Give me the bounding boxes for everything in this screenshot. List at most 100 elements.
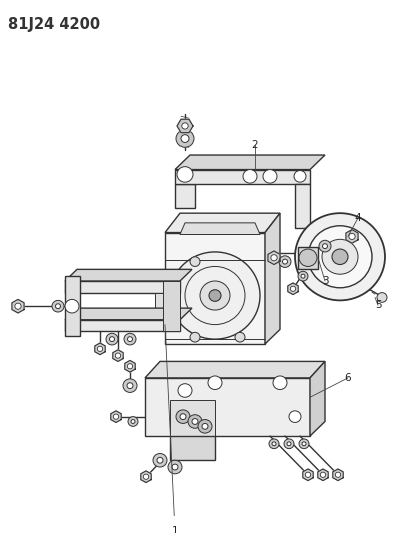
Polygon shape bbox=[65, 281, 180, 293]
Polygon shape bbox=[180, 223, 260, 235]
Polygon shape bbox=[333, 469, 343, 481]
Text: 4: 4 bbox=[355, 213, 361, 223]
Polygon shape bbox=[12, 300, 24, 313]
Circle shape bbox=[271, 255, 277, 261]
Circle shape bbox=[208, 376, 222, 390]
Circle shape bbox=[128, 337, 132, 342]
Polygon shape bbox=[65, 308, 192, 320]
Circle shape bbox=[188, 415, 202, 429]
Circle shape bbox=[282, 259, 288, 264]
Polygon shape bbox=[303, 469, 313, 481]
Circle shape bbox=[279, 256, 291, 268]
Circle shape bbox=[15, 303, 21, 309]
Circle shape bbox=[319, 240, 331, 252]
Circle shape bbox=[272, 442, 276, 446]
Polygon shape bbox=[165, 232, 265, 344]
Circle shape bbox=[123, 379, 137, 392]
Circle shape bbox=[305, 472, 311, 478]
Circle shape bbox=[198, 419, 212, 433]
Circle shape bbox=[190, 257, 200, 266]
Polygon shape bbox=[295, 184, 310, 228]
Circle shape bbox=[299, 439, 309, 449]
Circle shape bbox=[178, 384, 192, 397]
Polygon shape bbox=[65, 276, 80, 336]
Text: 81J24 4200: 81J24 4200 bbox=[8, 18, 100, 33]
Circle shape bbox=[320, 472, 326, 478]
Polygon shape bbox=[113, 350, 123, 361]
Circle shape bbox=[106, 333, 118, 345]
Circle shape bbox=[124, 333, 136, 345]
Circle shape bbox=[298, 271, 308, 281]
Text: 5: 5 bbox=[375, 300, 381, 310]
Circle shape bbox=[243, 169, 257, 183]
Polygon shape bbox=[163, 281, 180, 332]
Circle shape bbox=[349, 233, 355, 239]
Polygon shape bbox=[95, 343, 105, 354]
Circle shape bbox=[168, 461, 182, 474]
Circle shape bbox=[335, 472, 341, 478]
Circle shape bbox=[322, 244, 328, 248]
Polygon shape bbox=[288, 283, 298, 295]
Circle shape bbox=[202, 423, 208, 429]
Text: 3: 3 bbox=[322, 276, 328, 286]
Polygon shape bbox=[155, 293, 180, 320]
Circle shape bbox=[192, 418, 198, 424]
Circle shape bbox=[294, 171, 306, 182]
Polygon shape bbox=[145, 361, 325, 378]
Circle shape bbox=[290, 286, 296, 292]
Circle shape bbox=[332, 249, 348, 264]
Polygon shape bbox=[145, 378, 310, 436]
Circle shape bbox=[177, 167, 193, 182]
Circle shape bbox=[157, 457, 163, 463]
Polygon shape bbox=[65, 269, 192, 281]
Circle shape bbox=[209, 290, 221, 301]
Circle shape bbox=[127, 383, 133, 389]
Circle shape bbox=[65, 300, 79, 313]
Polygon shape bbox=[175, 155, 325, 169]
Text: 2: 2 bbox=[252, 140, 258, 150]
Polygon shape bbox=[175, 184, 195, 208]
Circle shape bbox=[302, 442, 306, 446]
Circle shape bbox=[110, 337, 114, 342]
Circle shape bbox=[185, 266, 245, 325]
Circle shape bbox=[52, 301, 64, 312]
Circle shape bbox=[113, 414, 119, 419]
Circle shape bbox=[127, 364, 133, 369]
Polygon shape bbox=[141, 471, 151, 482]
Circle shape bbox=[235, 333, 245, 342]
Circle shape bbox=[284, 439, 294, 449]
Polygon shape bbox=[298, 247, 318, 269]
Circle shape bbox=[308, 226, 372, 288]
Polygon shape bbox=[170, 400, 215, 436]
Circle shape bbox=[172, 464, 178, 470]
Text: 6: 6 bbox=[345, 373, 351, 383]
Circle shape bbox=[180, 414, 186, 419]
Polygon shape bbox=[170, 436, 215, 461]
Polygon shape bbox=[265, 213, 280, 344]
Circle shape bbox=[287, 442, 291, 446]
Circle shape bbox=[182, 123, 188, 129]
Circle shape bbox=[115, 353, 121, 358]
Polygon shape bbox=[125, 360, 135, 372]
Circle shape bbox=[322, 239, 358, 274]
Circle shape bbox=[128, 417, 138, 426]
Polygon shape bbox=[175, 169, 310, 184]
Circle shape bbox=[263, 169, 277, 183]
Circle shape bbox=[377, 293, 387, 302]
Circle shape bbox=[269, 439, 279, 449]
Circle shape bbox=[176, 410, 190, 423]
Circle shape bbox=[289, 411, 301, 423]
Circle shape bbox=[153, 454, 167, 467]
Circle shape bbox=[181, 135, 189, 142]
Circle shape bbox=[200, 281, 230, 310]
Polygon shape bbox=[346, 230, 358, 243]
Polygon shape bbox=[165, 213, 280, 232]
Circle shape bbox=[170, 252, 260, 339]
Circle shape bbox=[56, 304, 60, 309]
Polygon shape bbox=[177, 119, 193, 133]
Polygon shape bbox=[111, 411, 121, 423]
Polygon shape bbox=[65, 320, 180, 332]
Circle shape bbox=[299, 249, 317, 266]
Text: 1: 1 bbox=[172, 526, 178, 533]
Polygon shape bbox=[318, 469, 328, 481]
